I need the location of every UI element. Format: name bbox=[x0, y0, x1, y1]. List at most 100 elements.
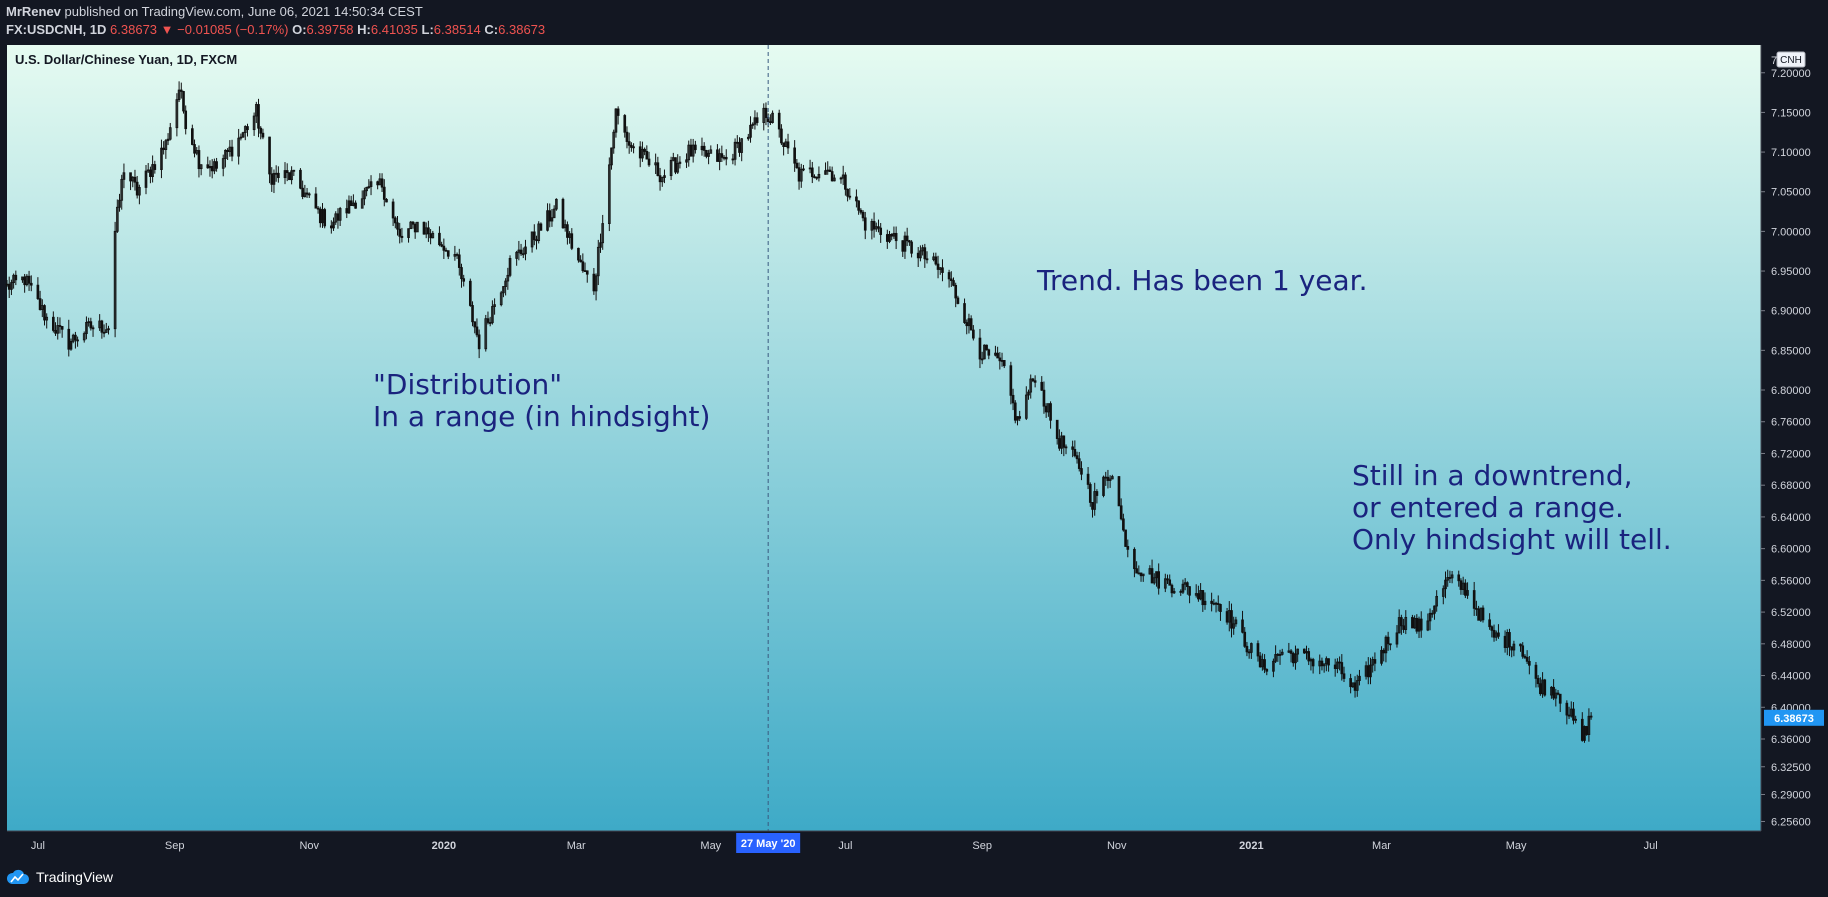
candle bbox=[1441, 588, 1445, 597]
candle bbox=[506, 274, 510, 282]
candle bbox=[504, 280, 507, 287]
candle bbox=[817, 173, 821, 179]
candle bbox=[215, 161, 218, 169]
candle bbox=[1481, 607, 1485, 621]
cloud-icon bbox=[6, 869, 29, 884]
close-value: 6.38673 bbox=[498, 22, 546, 37]
candle bbox=[1214, 602, 1218, 605]
price-axis-tick-label-partial: 7 bbox=[1771, 55, 1777, 67]
candle bbox=[499, 292, 503, 306]
candle bbox=[1336, 661, 1339, 669]
candle bbox=[1042, 389, 1046, 407]
candle bbox=[1108, 478, 1112, 481]
candle bbox=[508, 258, 512, 276]
tradingview-logo[interactable]: TradingView bbox=[6, 868, 113, 886]
candle bbox=[848, 195, 852, 198]
candle bbox=[607, 164, 611, 224]
candle bbox=[1276, 654, 1280, 656]
candle bbox=[1002, 360, 1006, 367]
candle bbox=[182, 91, 185, 112]
price-chart[interactable]: U.S. Dollar/Chinese Yuan, 1D, FXCM "Dist… bbox=[0, 0, 1828, 860]
candle bbox=[983, 344, 986, 360]
candle bbox=[674, 157, 677, 173]
candle bbox=[277, 172, 280, 179]
candle bbox=[963, 303, 966, 323]
candle bbox=[1232, 623, 1236, 629]
candle bbox=[910, 241, 913, 254]
candle bbox=[824, 170, 827, 175]
candle bbox=[998, 357, 1002, 362]
price-axis-tick-label: 6.85000 bbox=[1771, 345, 1811, 357]
candle bbox=[43, 305, 46, 321]
candle bbox=[1095, 491, 1099, 496]
candle bbox=[1210, 600, 1213, 604]
candle bbox=[908, 240, 911, 243]
candle bbox=[987, 349, 991, 356]
candle bbox=[1044, 405, 1048, 413]
candle bbox=[610, 147, 613, 166]
candle bbox=[1430, 612, 1434, 615]
candle bbox=[795, 162, 799, 169]
candle bbox=[363, 190, 366, 200]
candle bbox=[1497, 632, 1500, 637]
candle bbox=[1289, 650, 1293, 654]
candle bbox=[107, 328, 110, 331]
candle bbox=[1565, 702, 1569, 716]
candle bbox=[1302, 648, 1306, 654]
candle bbox=[1585, 726, 1589, 735]
candle bbox=[720, 153, 724, 158]
candle bbox=[1080, 468, 1083, 475]
high-label: H: bbox=[357, 22, 371, 37]
candle bbox=[1400, 617, 1403, 627]
candle bbox=[323, 209, 327, 227]
candle bbox=[316, 207, 320, 210]
candle bbox=[230, 146, 234, 157]
candle bbox=[23, 276, 26, 286]
candle bbox=[1075, 455, 1079, 460]
candle bbox=[484, 318, 488, 350]
candle bbox=[175, 99, 179, 129]
candle bbox=[1250, 643, 1253, 653]
candle bbox=[828, 169, 832, 172]
author-name[interactable]: MrRenev bbox=[6, 4, 61, 19]
candle bbox=[307, 193, 311, 196]
candle bbox=[532, 231, 536, 241]
candle bbox=[656, 162, 660, 177]
price-axis-tick-label: 6.60000 bbox=[1771, 544, 1811, 556]
price-axis-tick-label: 6.64000 bbox=[1771, 512, 1811, 524]
candle bbox=[555, 198, 558, 210]
candle bbox=[1071, 446, 1074, 450]
candle bbox=[1428, 612, 1432, 622]
candle bbox=[460, 267, 463, 280]
candle bbox=[810, 167, 814, 178]
candle bbox=[1272, 660, 1275, 672]
candle bbox=[1139, 572, 1143, 577]
candle bbox=[1386, 636, 1390, 645]
crosshair-date-tag: 27 May '20 bbox=[736, 833, 801, 853]
candle bbox=[314, 193, 318, 209]
candle bbox=[252, 115, 256, 131]
time-axis-tick-label: May bbox=[700, 840, 721, 852]
time-axis-tick-label: Mar bbox=[1372, 840, 1391, 852]
price-axis-tick-label: 7.00000 bbox=[1771, 226, 1811, 238]
candle bbox=[1366, 665, 1370, 678]
candle bbox=[1102, 476, 1105, 496]
currency-badge-label: CNH bbox=[1780, 55, 1802, 66]
candle bbox=[91, 327, 95, 330]
candle bbox=[663, 175, 666, 178]
candle bbox=[577, 247, 580, 261]
candle bbox=[1567, 714, 1571, 717]
candle bbox=[685, 159, 688, 163]
candle bbox=[519, 249, 523, 255]
candle bbox=[1256, 643, 1260, 657]
candle bbox=[1201, 590, 1205, 606]
candle bbox=[769, 121, 772, 124]
candle bbox=[716, 149, 719, 162]
price-axis-tick-label: 6.25600 bbox=[1771, 816, 1811, 828]
time-axis[interactable]: Jul Sep Nov 2020 Mar May Jul Sep Nov 2021 Mar May Ju… bbox=[31, 840, 1658, 852]
candle bbox=[1433, 605, 1436, 614]
time-axis-background bbox=[0, 831, 1828, 860]
candle bbox=[1117, 476, 1121, 507]
price-change: −0.01085 (−0.17%) bbox=[177, 22, 289, 37]
candle bbox=[54, 330, 57, 334]
